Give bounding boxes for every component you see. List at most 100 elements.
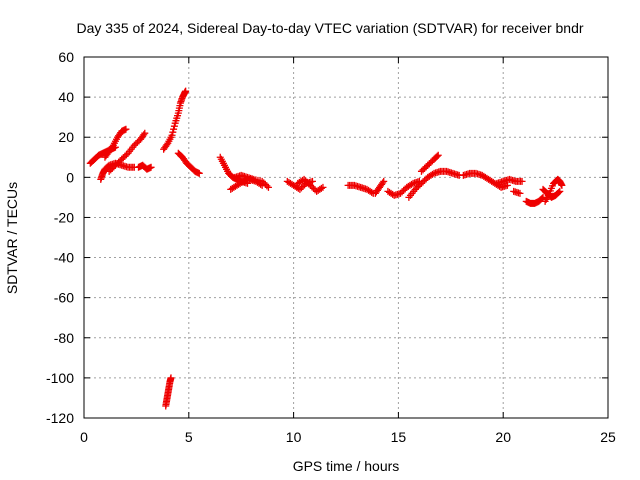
data-point — [182, 87, 190, 95]
tick-labels: 0 5 10 15 20 25 60 40 20 0 -20 -40 -60 -80 -100 -120 — [46, 49, 616, 445]
data-point — [379, 179, 387, 187]
data-point — [300, 175, 308, 183]
data-point — [264, 183, 272, 191]
data-point — [132, 140, 140, 148]
series-arc18 — [417, 151, 442, 175]
x-tick-label: 20 — [495, 429, 511, 445]
data-point — [133, 138, 141, 146]
data-point — [396, 189, 404, 197]
data-point — [408, 180, 415, 188]
y-tick-label: -20 — [54, 209, 74, 225]
data-point — [413, 184, 421, 192]
y-tick-label: 40 — [58, 89, 74, 105]
series-arc2 — [101, 125, 130, 161]
series-arc24 — [541, 175, 566, 205]
data-point — [419, 166, 427, 174]
data-point — [108, 164, 116, 172]
data-point — [317, 184, 325, 192]
x-tick-label: 0 — [80, 429, 88, 445]
data-point — [538, 194, 546, 202]
data-point — [417, 179, 425, 187]
data-point — [169, 128, 177, 136]
data-point — [115, 158, 123, 166]
data-point — [105, 167, 113, 175]
data-point — [424, 161, 432, 169]
data-point — [433, 152, 441, 160]
x-axis-label: GPS time / hours — [293, 458, 400, 474]
data-point — [141, 129, 149, 137]
y-tick-label: 0 — [66, 169, 74, 185]
data-point — [238, 178, 246, 186]
data-point — [421, 164, 429, 172]
x-tick-label: 5 — [185, 429, 193, 445]
series-arc15 — [371, 177, 388, 197]
series-arc6 — [160, 87, 190, 153]
series-arc4 — [105, 129, 149, 175]
data-point — [556, 187, 564, 195]
data-point — [310, 184, 318, 192]
axis-ticks — [83, 56, 609, 419]
data-point — [306, 181, 314, 189]
series-arc22 — [522, 193, 547, 207]
x-tick-label: 25 — [600, 429, 616, 445]
data-point — [400, 186, 408, 194]
y-tick-label: 60 — [58, 49, 74, 65]
data-point — [195, 169, 203, 177]
data-point — [417, 167, 425, 175]
data-point — [427, 158, 435, 166]
chart-title: Day 335 of 2024, Sidereal Day-to-day VTE… — [76, 20, 583, 36]
y-axis-label: SDTVAR / TECUs — [4, 182, 20, 294]
series-arc21 — [510, 187, 524, 197]
series-arc14 — [344, 181, 377, 197]
data-point — [261, 180, 269, 188]
data-point — [380, 177, 388, 185]
y-tick-label: -40 — [54, 250, 74, 266]
data-point — [119, 154, 127, 162]
data-point — [425, 160, 433, 168]
data-point — [319, 183, 327, 191]
data-point — [116, 157, 124, 165]
data-point — [555, 188, 563, 196]
data-point — [414, 182, 422, 190]
data-point — [419, 178, 427, 186]
data-point — [121, 152, 129, 160]
data-point — [422, 163, 430, 171]
data-point — [163, 141, 171, 149]
series-arc5 — [134, 161, 155, 173]
series-arc20 — [493, 175, 526, 187]
series-arc11 — [231, 171, 272, 191]
data-point — [308, 183, 316, 191]
x-tick-label: 15 — [391, 429, 407, 445]
y-tick-label: 20 — [58, 129, 74, 145]
data-point — [260, 179, 268, 187]
series-arc17 — [405, 167, 463, 201]
data-point — [168, 131, 176, 139]
series-arc8 — [162, 374, 175, 410]
data-point — [258, 177, 266, 185]
plot-frame — [83, 56, 609, 419]
data-point — [147, 163, 155, 171]
data-point — [398, 188, 406, 196]
series-arc3 — [97, 159, 138, 183]
data-point — [428, 170, 436, 178]
data-point — [297, 184, 305, 192]
data-point — [299, 182, 307, 190]
x-tick-label: 10 — [286, 429, 302, 445]
data-point — [296, 185, 304, 193]
data-point — [113, 160, 121, 168]
data-point — [111, 161, 119, 169]
y-tick-label: -80 — [54, 330, 74, 346]
data-point — [108, 143, 116, 151]
grid — [84, 57, 608, 418]
data-point — [302, 177, 310, 185]
data-point — [434, 151, 442, 159]
data-point — [416, 181, 424, 189]
data-point — [170, 122, 178, 130]
data-point — [421, 176, 429, 184]
series-arc13 — [294, 175, 327, 195]
data-point — [110, 163, 118, 171]
data-point — [305, 180, 313, 188]
y-tick-label: -100 — [46, 370, 74, 386]
data-point — [140, 131, 148, 139]
